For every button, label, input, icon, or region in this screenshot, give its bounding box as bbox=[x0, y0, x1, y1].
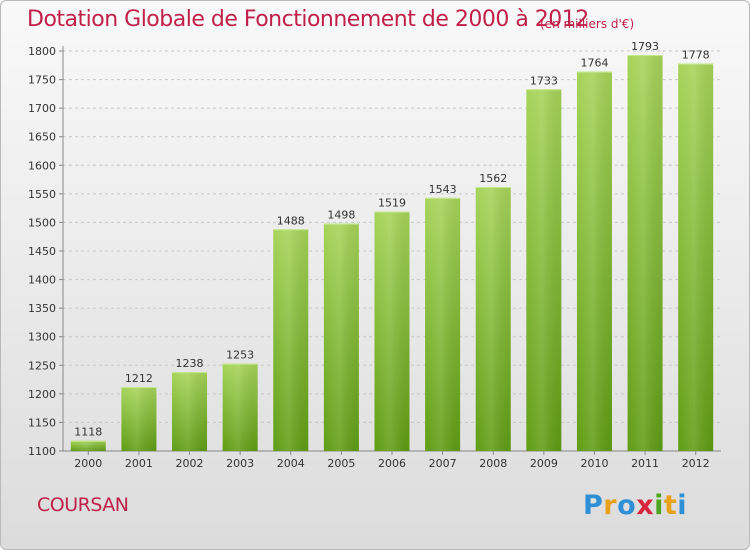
logo-letter: r bbox=[603, 490, 618, 521]
y-tick-label: 1150 bbox=[28, 416, 56, 429]
x-tick-label: 2000 bbox=[74, 457, 102, 470]
value-label: 1793 bbox=[631, 40, 659, 53]
bar-highlight bbox=[425, 197, 461, 451]
x-tick-label: 2004 bbox=[277, 457, 305, 470]
x-tick-label: 2007 bbox=[429, 457, 457, 470]
value-label: 1498 bbox=[327, 209, 355, 222]
x-tick-label: 2009 bbox=[530, 457, 558, 470]
value-label: 1253 bbox=[226, 349, 254, 362]
value-label: 1543 bbox=[429, 183, 457, 196]
bar-highlight bbox=[526, 89, 562, 452]
logo-letter: o bbox=[617, 490, 637, 521]
labels: 1100 1150 1200 1250 1300 1350 1400 1450 1500 1550… bbox=[28, 40, 710, 470]
bar-highlight bbox=[323, 223, 359, 451]
value-label: 1778 bbox=[682, 49, 710, 62]
bars bbox=[70, 55, 714, 452]
y-tick-label: 1800 bbox=[28, 45, 56, 58]
chart-subtitle: (en milliers d'€) bbox=[540, 17, 635, 31]
logo-letter: i bbox=[654, 490, 664, 521]
bar-highlight bbox=[121, 387, 157, 451]
logo-letter: x bbox=[636, 490, 655, 521]
bar-highlight bbox=[374, 211, 410, 451]
x-tick-label: 2010 bbox=[580, 457, 608, 470]
value-label: 1238 bbox=[176, 357, 204, 370]
bar-highlight bbox=[222, 363, 258, 451]
x-tick-label: 2011 bbox=[631, 457, 659, 470]
bar-highlight bbox=[475, 187, 511, 451]
value-label: 1519 bbox=[378, 197, 406, 210]
x-tick-label: 2005 bbox=[327, 457, 355, 470]
bar-highlight bbox=[70, 440, 106, 451]
y-tick-label: 1100 bbox=[28, 445, 56, 458]
x-tick-label: 2008 bbox=[479, 457, 507, 470]
y-tick-label: 1500 bbox=[28, 216, 56, 229]
y-tick-label: 1250 bbox=[28, 359, 56, 372]
value-label: 1764 bbox=[580, 57, 608, 70]
bar-highlight bbox=[678, 63, 714, 451]
bar-highlight bbox=[273, 229, 309, 451]
y-tick-label: 1550 bbox=[28, 188, 56, 201]
x-tick-label: 2003 bbox=[226, 457, 254, 470]
value-label: 1733 bbox=[530, 74, 558, 87]
y-tick-label: 1200 bbox=[28, 388, 56, 401]
commune-name: COURSAN bbox=[37, 494, 129, 516]
y-tick-label: 1450 bbox=[28, 245, 56, 258]
x-tick-label: 2012 bbox=[682, 457, 710, 470]
value-label: 1488 bbox=[277, 214, 305, 227]
proxiti-logo[interactable]: Proxiti bbox=[583, 490, 687, 521]
y-tick-label: 1700 bbox=[28, 102, 56, 115]
chart-title: Dotation Globale de Fonctionnement de 20… bbox=[27, 7, 589, 32]
value-label: 1118 bbox=[74, 426, 102, 439]
y-tick-label: 1350 bbox=[28, 302, 56, 315]
logo-letter: i bbox=[677, 490, 688, 521]
y-tick-label: 1650 bbox=[28, 131, 56, 144]
value-label: 1212 bbox=[125, 372, 153, 385]
logo-letter: P bbox=[583, 490, 604, 521]
y-tick-label: 1600 bbox=[28, 159, 56, 172]
y-tick-label: 1300 bbox=[28, 331, 56, 344]
logo-letter: t bbox=[663, 490, 678, 521]
bar-highlight bbox=[627, 55, 663, 451]
value-label: 1562 bbox=[479, 172, 507, 185]
x-tick-label: 2002 bbox=[176, 457, 204, 470]
x-tick-label: 2001 bbox=[125, 457, 153, 470]
x-tick-label: 2006 bbox=[378, 457, 406, 470]
y-tick-label: 1750 bbox=[28, 74, 56, 87]
y-tick-label: 1400 bbox=[28, 274, 56, 287]
bar-highlight bbox=[172, 372, 208, 451]
bar-highlight bbox=[576, 71, 612, 452]
